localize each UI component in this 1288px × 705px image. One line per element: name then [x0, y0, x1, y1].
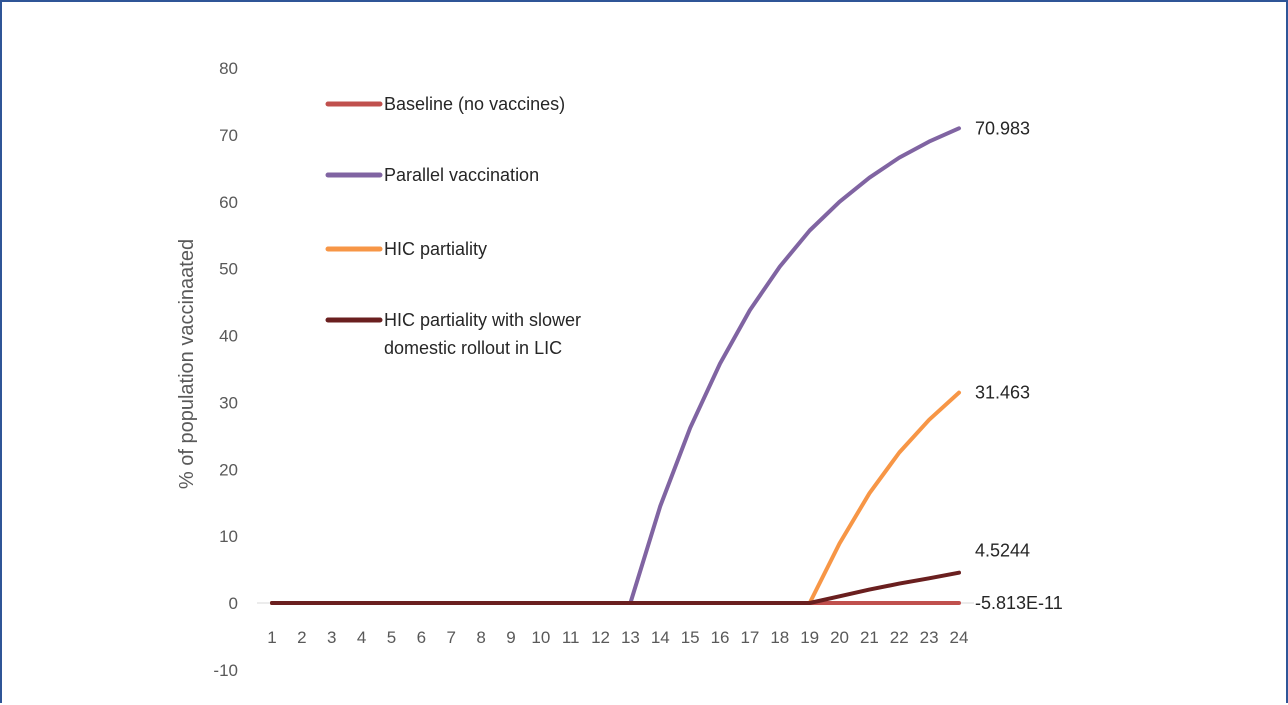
series-line-3: [270, 390, 961, 605]
y-tick-label: 10: [219, 527, 238, 546]
x-tick-label: 15: [681, 628, 700, 647]
legend-label-2: Parallel vaccination: [384, 165, 539, 185]
x-tick-label: 2: [297, 628, 306, 647]
x-tick-label: 22: [890, 628, 909, 647]
x-tick-label: 6: [417, 628, 426, 647]
y-tick-label: 50: [219, 260, 238, 279]
y-tick-label: 20: [219, 460, 238, 479]
x-tick-label: 3: [327, 628, 336, 647]
end-label-1: -5.813E-11: [975, 593, 1063, 613]
x-tick-label: 14: [651, 628, 670, 647]
legend: Baseline (no vaccines) Parallel vaccinati…: [325, 94, 581, 358]
y-axis-ticks: 80 70 60 50 40 30 20 10 0 -10: [213, 59, 238, 680]
x-tick-label: 20: [830, 628, 849, 647]
data-end-labels: -5.813E-11 70.983 31.463 4.5244: [975, 118, 1063, 613]
series-line-4: [270, 570, 961, 605]
x-tick-label: 7: [446, 628, 455, 647]
end-label-3: 31.463: [975, 383, 1030, 403]
y-tick-label: 40: [219, 327, 238, 346]
x-tick-label: 12: [591, 628, 610, 647]
legend-label-1: Baseline (no vaccines): [384, 94, 565, 114]
y-tick-label: 80: [219, 59, 238, 78]
x-tick-label: 8: [476, 628, 485, 647]
x-tick-label: 11: [562, 628, 580, 647]
end-label-4: 4.5244: [975, 541, 1030, 561]
x-tick-label: 24: [950, 628, 969, 647]
series-line-2: [270, 126, 961, 605]
x-tick-label: 18: [770, 628, 789, 647]
legend-label-4: HIC partiality with slower: [384, 310, 581, 330]
x-tick-label: 17: [740, 628, 759, 647]
y-tick-label: 30: [219, 393, 238, 412]
x-axis-ticks: 1 2 3 4 5 6 7 8 9 10 11 12 13 14 15 16 17 18 19 20 21 22 23 24: [267, 628, 968, 647]
x-tick-label: 1: [267, 628, 276, 647]
x-tick-label: 16: [711, 628, 730, 647]
y-tick-label: 0: [229, 594, 238, 613]
end-label-2: 70.983: [975, 118, 1030, 138]
x-tick-label: 13: [621, 628, 640, 647]
x-tick-label: 23: [920, 628, 939, 647]
y-tick-label: 70: [219, 126, 238, 145]
x-tick-label: 4: [357, 628, 366, 647]
x-tick-label: 10: [531, 628, 550, 647]
y-axis-label: % of population vaccinaated: [176, 239, 198, 489]
x-tick-label: 5: [387, 628, 396, 647]
y-tick-label: -10: [213, 661, 238, 680]
x-tick-label: 21: [860, 628, 879, 647]
legend-label-3: HIC partiality: [384, 239, 487, 259]
series-lines: [270, 126, 961, 605]
legend-label-4: domestic rollout in LIC: [384, 338, 562, 358]
x-tick-label: 9: [506, 628, 515, 647]
x-tick-label: 19: [800, 628, 819, 647]
y-tick-label: 60: [219, 193, 238, 212]
